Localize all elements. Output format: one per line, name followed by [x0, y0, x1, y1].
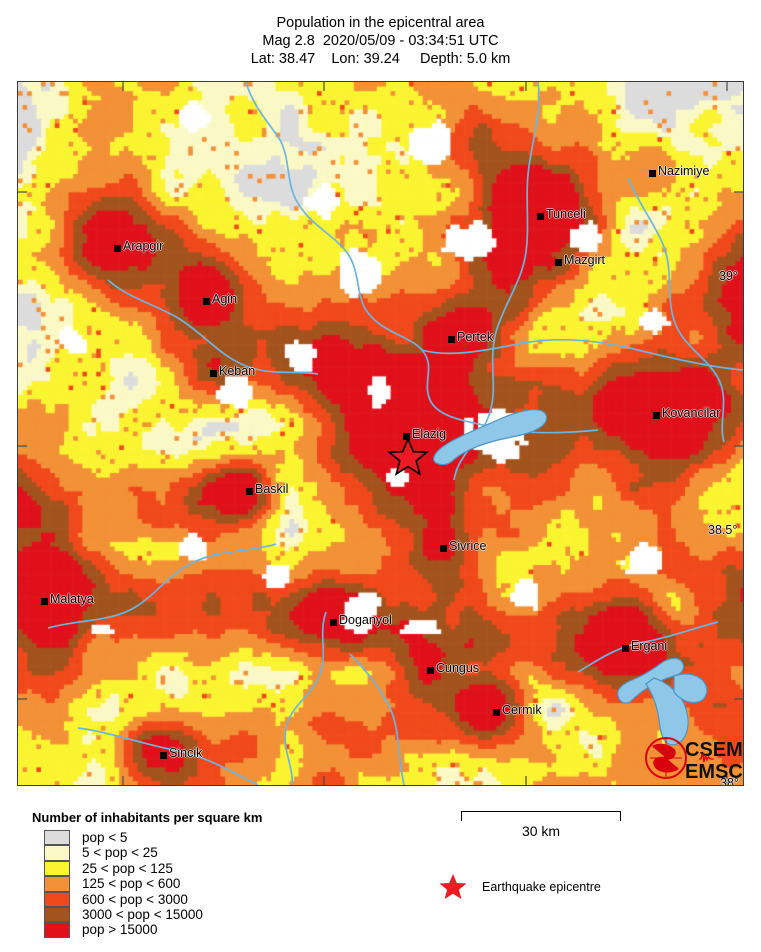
- legend-row: 25 < pop < 125: [44, 860, 362, 877]
- scale-bar-line: [461, 811, 621, 821]
- graticule-ticks: [18, 82, 743, 785]
- legend-row: 125 < pop < 600: [44, 876, 362, 892]
- legend-title: Number of inhabitants per square km: [32, 810, 263, 825]
- legend-row: 5 < pop < 25: [44, 845, 362, 861]
- epicentre-legend-label: Earthquake epicentre: [482, 880, 601, 894]
- event-location-depth: Lat: 38.47 Lon: 39.24 Depth: 5.0 km: [250, 51, 511, 67]
- page-title: Population in the epicentral area: [276, 15, 485, 31]
- density-legend: Number of inhabitants per square km pop …: [32, 810, 362, 938]
- star-icon: [387, 436, 429, 476]
- legend-row: 600 < pop < 3000: [44, 891, 362, 907]
- latitude-label: 39°: [719, 269, 738, 283]
- legend-swatch: [44, 876, 70, 892]
- legend-swatch: [44, 891, 70, 907]
- epicentre-legend-star-icon: [438, 872, 468, 902]
- earthquake-epicentre-marker[interactable]: [387, 436, 429, 478]
- latitude-label: 38.5°: [708, 523, 738, 537]
- scale-bar-label: 30 km: [521, 823, 561, 839]
- map-vector-overlay: [18, 82, 743, 785]
- legend-swatch: [44, 922, 70, 938]
- latitude-label: 38°: [720, 776, 739, 786]
- scale-bar: 30 km: [461, 811, 621, 839]
- legend-label: 600 < pop < 3000: [82, 891, 188, 907]
- legend-label: pop < 5: [82, 830, 128, 845]
- legend-label: 25 < pop < 125: [82, 860, 173, 876]
- csem-emsc-logo: CSEM EMSC: [645, 733, 743, 783]
- seismogram-icon: [699, 752, 714, 763]
- legend-swatch: [44, 860, 70, 877]
- legend-label: 5 < pop < 25: [82, 845, 158, 861]
- page-header: Population in the epicentral area Mag 2.…: [0, 0, 761, 78]
- legend-label: 3000 < pop < 15000: [82, 906, 203, 922]
- river-layer: [47, 82, 743, 785]
- legend-row: pop < 5: [44, 830, 362, 846]
- lake-layer: [433, 408, 708, 746]
- legend-swatch: [44, 830, 70, 846]
- event-magnitude-time: Mag 2.8 2020/05/09 - 03:34:51 UTC: [262, 33, 499, 49]
- population-density-map[interactable]: Nazimiye Tunceli Mazgirt Arapgir Agin Pertek K…: [17, 81, 744, 786]
- logo-text-emsc: EMSC: [685, 761, 743, 783]
- legend-row: 3000 < pop < 15000: [44, 906, 362, 923]
- logo-text-csem: CSEM: [685, 739, 743, 761]
- globe-icon: [645, 737, 687, 779]
- population-density-raster: [18, 82, 743, 785]
- legend-row: pop > 15000: [44, 922, 362, 938]
- epicentre-legend: Earthquake epicentre: [438, 872, 601, 902]
- legend-label: pop > 15000: [82, 922, 158, 938]
- legend-swatch: [44, 906, 70, 923]
- legend-swatch: [44, 845, 70, 861]
- legend-label: 125 < pop < 600: [82, 876, 181, 892]
